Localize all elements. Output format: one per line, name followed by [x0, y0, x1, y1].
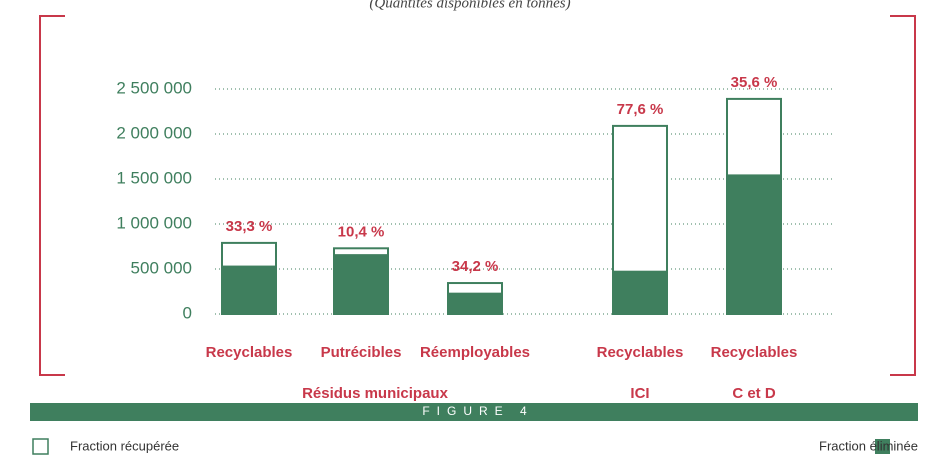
y-tick-label: 2 000 000 — [116, 123, 192, 142]
group-label: C et D — [732, 385, 776, 402]
bar-label: 10,4 % — [338, 223, 385, 240]
bar-segment — [447, 282, 503, 295]
bar-segment — [221, 265, 277, 316]
legend-swatch — [875, 439, 890, 454]
group-label: ICI — [630, 385, 649, 402]
x-tick-label: Recyclables — [206, 344, 293, 361]
bar-segment — [221, 241, 277, 268]
bar-segment — [447, 292, 503, 316]
y-tick-label: 0 — [183, 303, 192, 322]
chart-subtitle: (Quantités disponibles en tonnes) — [369, 0, 570, 11]
bar-segment — [726, 97, 782, 177]
x-tick-label: Putrécibles — [321, 344, 402, 361]
group-label: Résidus municipaux — [302, 385, 449, 402]
bar-label: 77,6 % — [617, 101, 664, 118]
bar-segment — [726, 174, 782, 315]
bracket — [890, 15, 916, 376]
x-tick-label: Réemployables — [420, 344, 530, 361]
bar-label: 33,3 % — [226, 218, 273, 235]
bar-segment — [333, 247, 389, 257]
figure-label: FIGURE 4 — [422, 404, 533, 418]
x-tick-label: Recyclables — [597, 344, 684, 361]
y-tick-label: 500 000 — [131, 258, 192, 277]
x-tick-label: Recyclables — [711, 344, 798, 361]
y-tick-label: 1 500 000 — [116, 168, 192, 187]
legend-label: Fraction éliminée — [819, 438, 918, 453]
bracket — [39, 15, 65, 376]
legend-label: Fraction récupérée — [70, 438, 179, 453]
legend-swatch — [32, 438, 49, 455]
y-tick-label: 1 000 000 — [116, 213, 192, 232]
bar-label: 35,6 % — [731, 74, 778, 91]
y-tick-label: 2 500 000 — [116, 78, 192, 97]
bar-segment — [612, 124, 668, 273]
bar-label: 34,2 % — [452, 258, 499, 275]
bar-segment — [612, 270, 668, 316]
bar-segment — [333, 254, 389, 315]
figure-band — [30, 403, 918, 421]
